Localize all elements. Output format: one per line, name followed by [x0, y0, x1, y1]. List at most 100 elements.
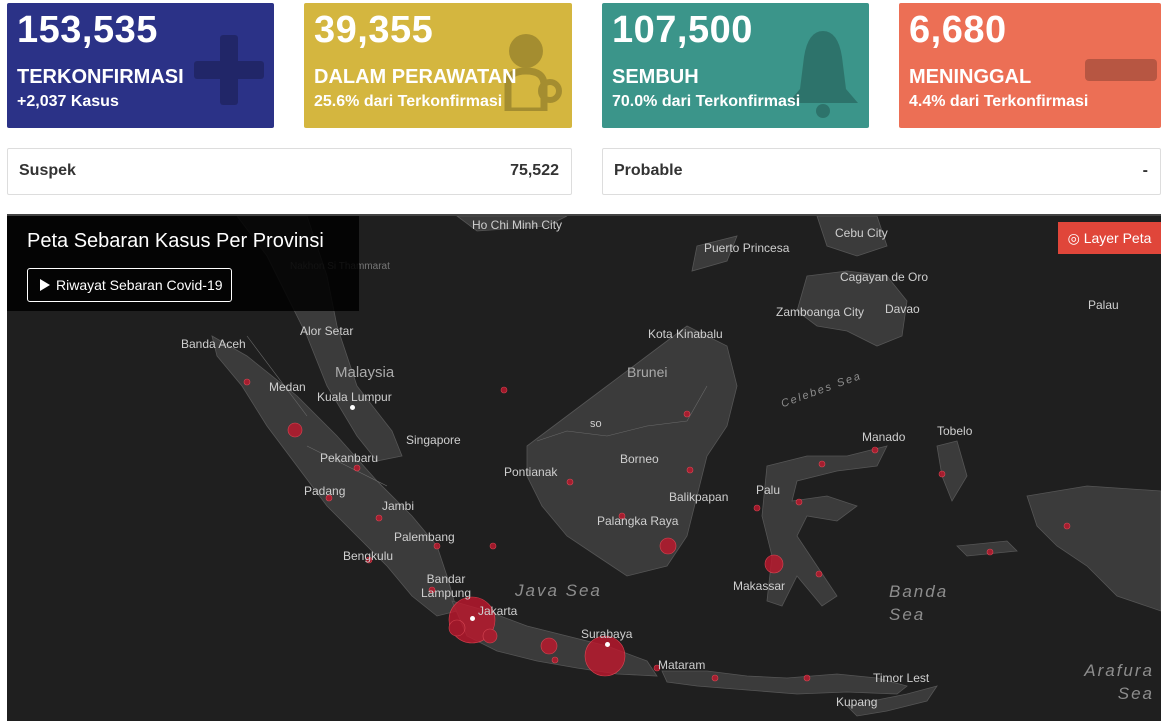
case-marker-north-sulawesi — [871, 446, 879, 454]
borneo-island — [526, 325, 738, 577]
summary-cards: 153,535 TERKONFIRMASI +2,037 Kasus 39,35… — [7, 3, 1161, 128]
visayas-islands — [816, 216, 888, 257]
place-label: Borneo — [620, 452, 659, 466]
case-marker-central-java — [540, 637, 558, 655]
place-label: Banda Aceh — [181, 337, 246, 351]
case-marker-north-sumatra — [287, 422, 303, 438]
place-label: Jakarta — [478, 604, 518, 618]
place-label: Pontianak — [504, 465, 558, 479]
place-label: Bandar Lampung — [420, 572, 472, 600]
place-label: Alor Setar — [300, 324, 354, 338]
layer-button[interactable]: ◎ Layer Peta — [1058, 222, 1161, 254]
bell-icon — [788, 31, 858, 118]
place-label: Mataram — [658, 658, 706, 672]
place-label: Timor Lest — [873, 671, 930, 685]
case-marker-west-sumatra — [325, 494, 333, 502]
case-marker-south-kalimantan — [659, 537, 677, 555]
place-label: Surabaya — [581, 627, 633, 641]
case-marker-lampung — [428, 586, 436, 594]
place-label: Singapore — [406, 433, 461, 447]
case-marker-south-sumatra — [433, 542, 441, 550]
play-icon — [40, 279, 50, 291]
place-label: Zamboanga City — [776, 305, 865, 319]
case-marker-aceh — [243, 378, 251, 386]
place-label: Balikpapan — [669, 490, 729, 504]
case-marker-east-java — [584, 635, 626, 677]
case-marker-yogyakarta — [551, 656, 559, 664]
place-label: Cebu City — [835, 226, 888, 240]
death-sub: 4.4% dari Terkonfirmasi — [909, 93, 1089, 110]
sulawesi-island — [761, 445, 888, 607]
death-count: 6,680 — [909, 9, 1007, 51]
map-land — [211, 216, 1161, 717]
place-label: so — [590, 418, 602, 430]
plus-icon — [194, 35, 264, 105]
sea-label: Arafura Sea — [1084, 661, 1154, 703]
place-label: Ho Chi Minh City — [472, 218, 563, 232]
layers-icon: ◎ — [1067, 230, 1084, 246]
place-label: Makassar — [733, 579, 786, 593]
recovered-label: SEMBUH — [612, 66, 699, 88]
place-label: Padang — [304, 484, 346, 498]
treatment-count: 39,355 — [314, 9, 434, 51]
case-marker-west-java — [482, 628, 498, 644]
city-dot — [470, 616, 475, 621]
place-label: Palangka Raya — [597, 514, 679, 528]
place-label: Cagayan de Oro — [840, 270, 929, 284]
layer-button-label: Layer Peta — [1083, 230, 1152, 246]
patient-icon — [504, 34, 562, 111]
suspect-stat: Suspek 75,522 — [7, 148, 572, 195]
probable-stat: Probable - — [602, 148, 1161, 195]
palawan-island — [691, 235, 738, 272]
place-label: Kuala Lumpur — [317, 390, 392, 404]
case-marker-bengkulu — [365, 556, 373, 564]
death-card: 6,680 MENINGGAL 4.4% dari Terkonfirmasi — [899, 3, 1161, 128]
case-marker-west-kalimantan — [566, 478, 574, 486]
probable-label: Probable — [614, 162, 683, 179]
city-dot — [605, 642, 610, 647]
case-marker-ntb — [711, 674, 719, 682]
place-label: Malaysia — [335, 364, 395, 381]
case-marker-gorontalo — [818, 460, 826, 468]
mindanao-island — [796, 270, 908, 347]
case-marker-papua — [1063, 522, 1071, 530]
suspect-label: Suspek — [19, 162, 76, 179]
case-marker-east-kalimantan — [686, 466, 694, 474]
place-label: Tobelo — [937, 424, 973, 438]
recovered-card: 107,500 SEMBUH 70.0% dari Terkonfirmasi — [602, 3, 869, 128]
history-button[interactable]: Riwayat Sebaran Covid-19 — [27, 268, 232, 302]
treatment-card: 39,355 DALAM PERAWATAN 25.6% dari Terkon… — [304, 3, 572, 128]
treatment-sub: 25.6% dari Terkonfirmasi — [314, 93, 503, 110]
recovered-sub: 70.0% dari Terkonfirmasi — [612, 93, 801, 110]
sea-label: Java Sea — [515, 581, 602, 600]
case-marker-riau — [353, 464, 361, 472]
probable-value: - — [1142, 162, 1148, 179]
suspect-value: 75,522 — [510, 162, 559, 179]
death-label: MENINGGAL — [909, 66, 1032, 88]
place-label: Medan — [269, 380, 306, 394]
case-marker-west-sulawesi — [795, 498, 803, 506]
province-map[interactable]: Ho Chi Minh City Cebu City Puerto Prince… — [7, 214, 1161, 721]
case-marker-maluku — [986, 548, 994, 556]
place-label: Puerto Princesa — [704, 241, 790, 255]
place-label: Palu — [756, 483, 781, 497]
map-title-panel: Peta Sebaran Kasus Per Provinsi Riwayat … — [7, 216, 359, 311]
case-marker-north-maluku — [938, 470, 946, 478]
history-button-label: Riwayat Sebaran Covid-19 — [56, 277, 223, 293]
case-marker-bangka — [489, 542, 497, 550]
case-marker-central-sulawesi — [753, 504, 761, 512]
confirmed-count: 153,535 — [17, 9, 158, 51]
case-marker-central-kalimantan — [618, 512, 626, 520]
case-marker-north-kalimantan — [683, 410, 691, 418]
timor-island — [846, 685, 938, 717]
minus-icon — [1085, 59, 1157, 81]
place-label: Kupang — [836, 695, 878, 709]
sumatra-island — [211, 335, 458, 617]
case-marker-ntt — [803, 674, 811, 682]
place-label: Palau — [1088, 298, 1119, 312]
treatment-label: DALAM PERAWATAN — [314, 66, 517, 88]
seram-island — [956, 540, 1018, 557]
case-marker-riau-islands — [500, 386, 508, 394]
place-label: Brunei — [627, 364, 668, 380]
case-marker-southeast-sulawesi — [815, 570, 823, 578]
